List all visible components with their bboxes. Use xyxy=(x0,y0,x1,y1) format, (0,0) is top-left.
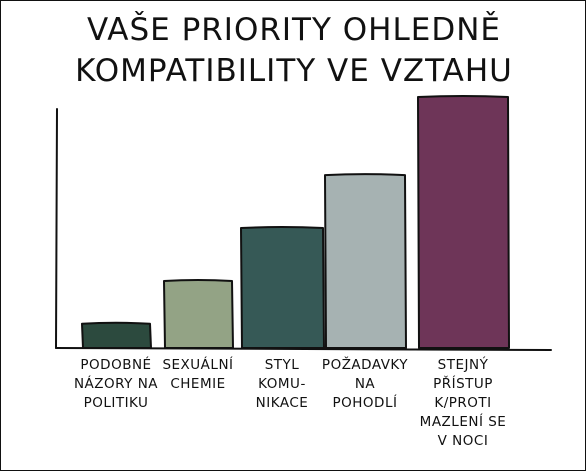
x-tick-label-line: POLITIKU xyxy=(84,395,149,411)
x-tick-label-line: NA xyxy=(355,376,376,392)
bars xyxy=(81,95,510,349)
bar xyxy=(240,226,325,349)
y-axis xyxy=(55,108,58,349)
x-tick-label: STEJNÝ PŘÍSTUP K/PROTI MAZLENÍ SE V NOCI xyxy=(420,356,507,449)
chart-title: VAŠE PRIORITY OHLEDNĚ KOMPATIBILITY VE VZ… xyxy=(75,11,513,89)
x-tick-label-line: PODOBNÉ xyxy=(80,356,151,373)
x-tick-label: PODOBNÉ NÁZORY NA POLITIKU xyxy=(74,356,158,411)
bar xyxy=(417,95,510,349)
chart-title-line: KOMPATIBILITY VE VZTAHU xyxy=(75,53,513,89)
x-tick-label-line: MAZLENÍ SE xyxy=(420,413,507,430)
x-tick-label-line: STYL xyxy=(265,357,300,373)
chart-title-line: VAŠE PRIORITY OHLEDNĚ xyxy=(87,11,501,48)
x-tick-label-line: SEXUÁLNÍ xyxy=(162,356,233,373)
bar xyxy=(324,173,407,349)
x-tick-label-line: CHEMIE xyxy=(170,376,225,392)
x-tick-label-line: PŘÍSTUP xyxy=(433,375,493,392)
x-tick-label: STYL KOMU- NIKACE xyxy=(256,357,309,411)
bar xyxy=(163,278,234,349)
x-tick-label-line: POŽADAVKY xyxy=(322,355,408,373)
x-tick-label-line: KOMU- xyxy=(258,376,306,392)
x-tick-label-line: NIKACE xyxy=(256,395,309,411)
x-tick-label-line: NÁZORY NA xyxy=(74,375,158,392)
x-tick-label-line: K/PROTI xyxy=(434,395,491,411)
x-tick-label-line: STEJNÝ xyxy=(438,356,489,373)
x-tick-label: SEXUÁLNÍ CHEMIE xyxy=(162,356,233,392)
x-tick-label: POŽADAVKY NA POHODLÍ xyxy=(322,355,408,411)
bar xyxy=(81,321,152,349)
x-tick-label-line: V NOCI xyxy=(438,433,489,449)
x-tick-labels: PODOBNÉ NÁZORY NA POLITIKU SEXUÁLNÍ CHEMIE ST… xyxy=(74,355,506,449)
x-tick-label-line: POHODLÍ xyxy=(333,394,398,411)
